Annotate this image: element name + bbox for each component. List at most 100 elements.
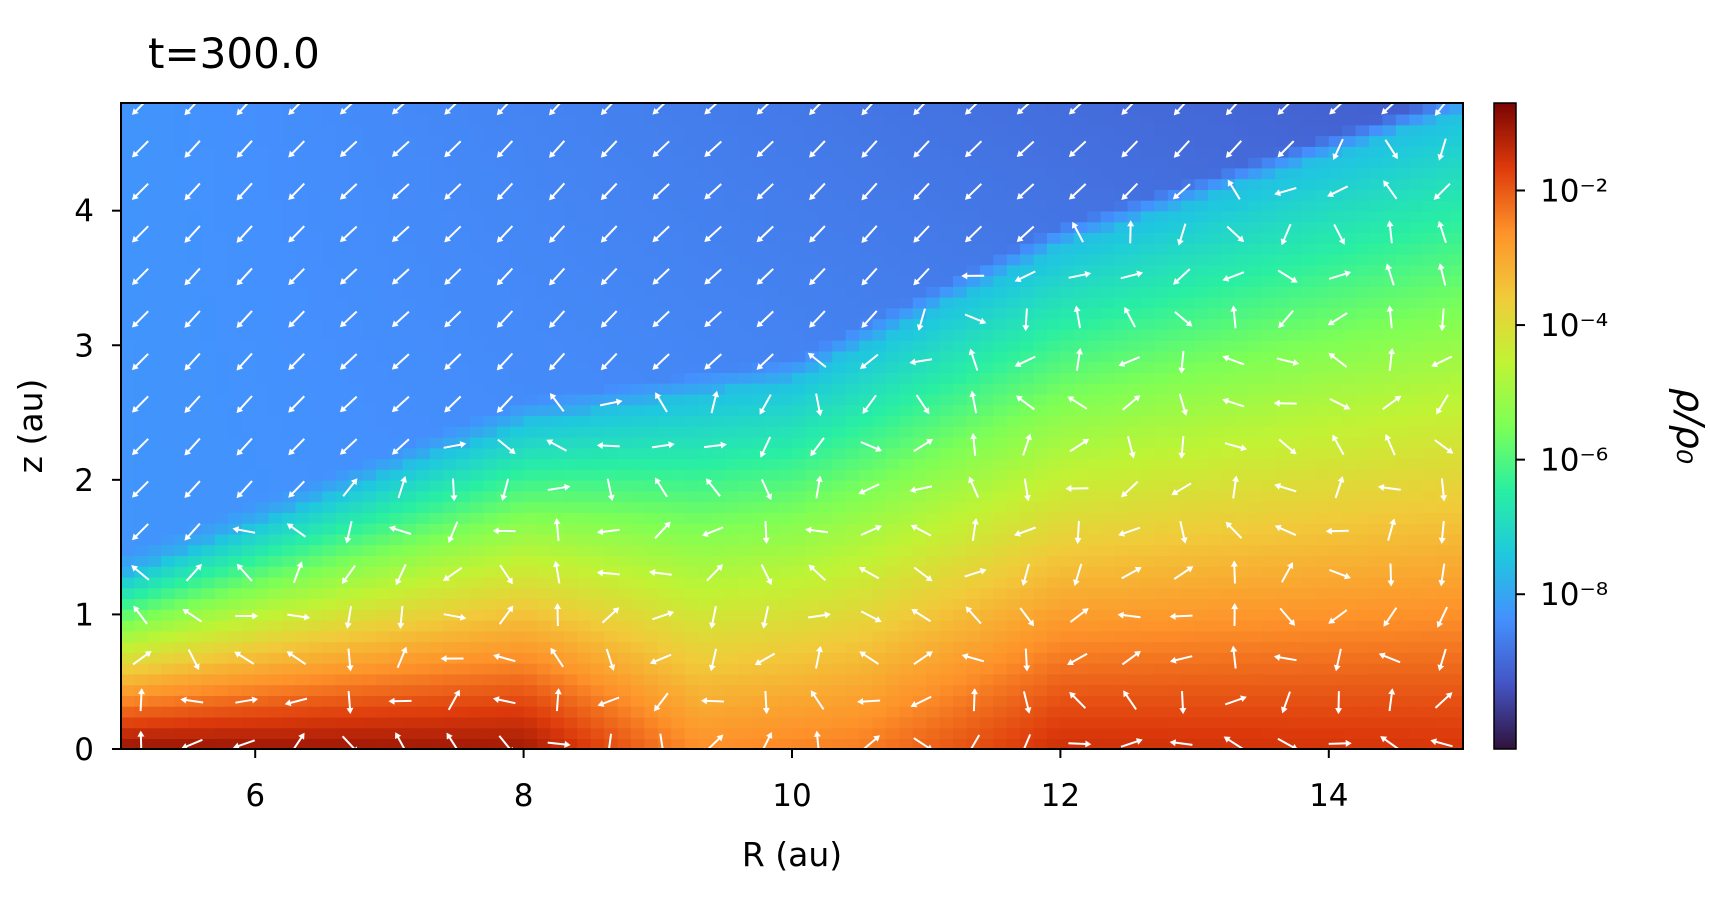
heatmap-cell bbox=[1073, 630, 1089, 643]
heatmap-cell bbox=[738, 619, 753, 632]
heatmap-cell bbox=[966, 242, 981, 255]
heatmap-cell bbox=[268, 598, 283, 610]
heatmap-cell bbox=[966, 630, 981, 643]
heatmap-cell bbox=[537, 522, 552, 535]
heatmap-cell bbox=[188, 296, 203, 309]
heatmap-cell bbox=[993, 156, 1008, 169]
heatmap-cell bbox=[577, 103, 592, 115]
heatmap-cell bbox=[671, 490, 686, 503]
heatmap-cell bbox=[537, 156, 552, 169]
heatmap-cell bbox=[255, 652, 270, 664]
heatmap-cell bbox=[469, 135, 485, 147]
heatmap-cell bbox=[402, 221, 418, 233]
heatmap-cell bbox=[510, 372, 525, 384]
heatmap-cell bbox=[335, 167, 350, 180]
heatmap-cell bbox=[1114, 135, 1129, 147]
heatmap-cell bbox=[1020, 189, 1035, 201]
heatmap-cell bbox=[1046, 242, 1062, 255]
heatmap-cell bbox=[684, 393, 699, 406]
heatmap-cell bbox=[671, 339, 686, 352]
heatmap-cell bbox=[617, 103, 632, 115]
heatmap-cell bbox=[1127, 178, 1142, 190]
heatmap-cell bbox=[644, 264, 659, 277]
heatmap-cell bbox=[1033, 673, 1048, 686]
heatmap-cell bbox=[818, 716, 834, 729]
heatmap-cell bbox=[416, 727, 431, 740]
heatmap-cell bbox=[375, 404, 391, 417]
heatmap-cell bbox=[510, 232, 525, 244]
heatmap-cell bbox=[1127, 619, 1142, 632]
heatmap-cell bbox=[1046, 329, 1062, 341]
heatmap-cell bbox=[228, 673, 243, 686]
heatmap-cell bbox=[1087, 339, 1102, 352]
heatmap-cell bbox=[630, 307, 646, 320]
heatmap-cell bbox=[161, 501, 176, 513]
heatmap-cell bbox=[1127, 716, 1142, 729]
heatmap-cell bbox=[1234, 727, 1250, 740]
heatmap-cell bbox=[751, 512, 766, 524]
heatmap-cell bbox=[738, 404, 753, 417]
heatmap-cell bbox=[1060, 587, 1075, 600]
heatmap-cell bbox=[872, 641, 887, 653]
heatmap-cell bbox=[926, 738, 941, 749]
heatmap-cell bbox=[805, 587, 820, 600]
heatmap-cell bbox=[1127, 673, 1142, 686]
heatmap-cell bbox=[389, 339, 404, 352]
heatmap-cell bbox=[443, 124, 458, 137]
heatmap-cell bbox=[1140, 436, 1156, 449]
heatmap-cell bbox=[1046, 415, 1062, 427]
heatmap-cell bbox=[134, 673, 149, 686]
heatmap-cell bbox=[322, 296, 337, 309]
heatmap-cell bbox=[1208, 684, 1223, 696]
heatmap-cell bbox=[496, 124, 511, 137]
heatmap-cell bbox=[483, 512, 498, 524]
heatmap-cell bbox=[537, 555, 552, 567]
heatmap-cell bbox=[282, 210, 297, 223]
heatmap-cell bbox=[590, 135, 605, 147]
heatmap-cell bbox=[577, 695, 592, 707]
heatmap-cell bbox=[1114, 361, 1129, 373]
heatmap-cell bbox=[751, 286, 766, 298]
heatmap-cell bbox=[1100, 372, 1115, 384]
heatmap-cell bbox=[537, 436, 552, 449]
heatmap-cell bbox=[912, 533, 927, 546]
heatmap-cell bbox=[295, 415, 310, 427]
heatmap-cell bbox=[1221, 404, 1236, 417]
heatmap-cell bbox=[174, 329, 189, 341]
heatmap-cell bbox=[698, 415, 713, 427]
heatmap-cell bbox=[429, 404, 444, 417]
heatmap-cell bbox=[134, 609, 149, 621]
heatmap-cell bbox=[778, 501, 793, 513]
heatmap-cell bbox=[805, 565, 820, 578]
heatmap-cell bbox=[443, 426, 458, 438]
heatmap-cell bbox=[1060, 113, 1075, 126]
heatmap-cell bbox=[308, 512, 324, 524]
heatmap-cell bbox=[1221, 135, 1236, 147]
heatmap-cell bbox=[751, 469, 766, 481]
heatmap-cell bbox=[537, 339, 552, 352]
heatmap-cell bbox=[912, 662, 927, 675]
heatmap-cell bbox=[953, 275, 968, 287]
heatmap-cell bbox=[1087, 146, 1102, 158]
heatmap-cell bbox=[362, 124, 377, 137]
heatmap-cell bbox=[214, 339, 230, 352]
heatmap-cell bbox=[899, 242, 914, 255]
heatmap-cell bbox=[792, 264, 807, 277]
heatmap-cell bbox=[912, 286, 927, 298]
heatmap-cell bbox=[577, 210, 592, 223]
heatmap-cell bbox=[604, 103, 619, 115]
heatmap-cell bbox=[724, 199, 740, 212]
heatmap-cell bbox=[899, 339, 914, 352]
heatmap-cell bbox=[778, 113, 793, 126]
heatmap-cell bbox=[979, 555, 995, 567]
heatmap-cell bbox=[832, 415, 847, 427]
heatmap-cell bbox=[161, 189, 176, 201]
heatmap-cell bbox=[228, 447, 243, 460]
heatmap-cell bbox=[832, 522, 847, 535]
heatmap-cell bbox=[1208, 242, 1223, 255]
heatmap-cell bbox=[308, 393, 324, 406]
heatmap-cell bbox=[322, 619, 337, 632]
heatmap-cell bbox=[188, 619, 203, 632]
heatmap-cell bbox=[1087, 576, 1102, 589]
heatmap-cell bbox=[1154, 469, 1169, 481]
